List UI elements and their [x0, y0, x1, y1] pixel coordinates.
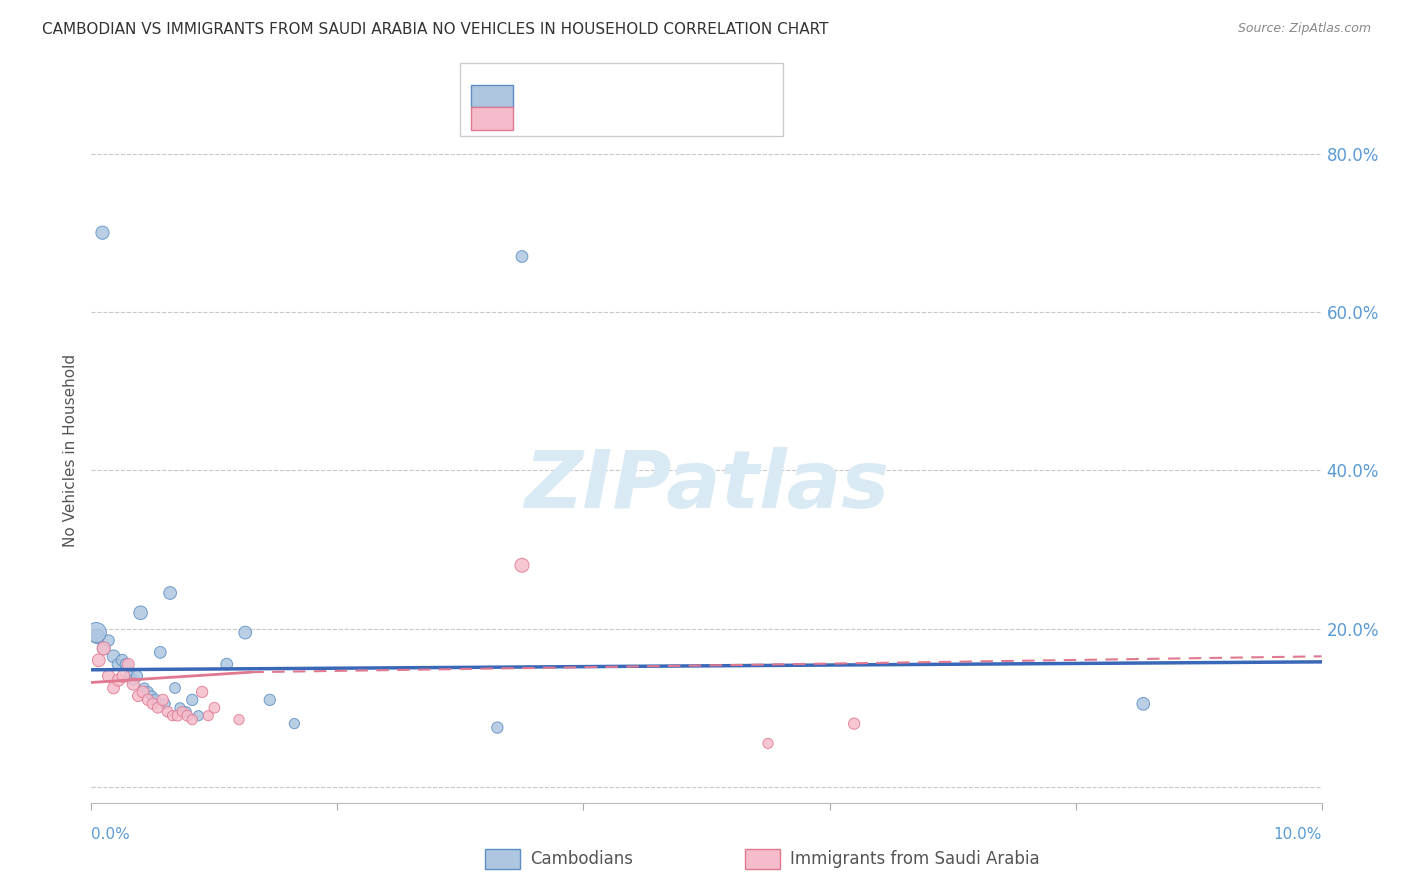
Point [163, 681, 186, 695]
Point [117, 657, 139, 672]
Text: R = 0.018   N = 31: R = 0.018 N = 31 [524, 87, 713, 105]
Point [86, 625, 108, 640]
Text: Cambodians: Cambodians [530, 850, 633, 868]
Point [142, 697, 165, 711]
Point [187, 708, 209, 723]
Point [842, 716, 865, 731]
Point [114, 657, 138, 672]
Point [510, 558, 533, 573]
Point [486, 721, 509, 735]
Point [141, 689, 163, 703]
Point [93, 641, 115, 656]
Point [87, 653, 110, 667]
Point [1132, 697, 1154, 711]
Point [91, 226, 114, 240]
Point [149, 645, 172, 659]
Point [125, 669, 148, 683]
Point [172, 705, 194, 719]
Text: Immigrants from Saudi Arabia: Immigrants from Saudi Arabia [790, 850, 1040, 868]
Point [93, 641, 115, 656]
Text: R = 0.089   N = 27: R = 0.089 N = 27 [524, 110, 713, 128]
Point [118, 669, 141, 683]
Point [233, 625, 256, 640]
Point [134, 681, 156, 695]
Point [159, 586, 181, 600]
Point [97, 633, 120, 648]
Point [145, 693, 166, 707]
Point [122, 677, 145, 691]
Point [197, 708, 219, 723]
Point [156, 705, 179, 719]
Point [152, 693, 174, 707]
Point [136, 693, 159, 707]
Y-axis label: No Vehicles in Household: No Vehicles in Household [63, 354, 79, 547]
Text: 10.0%: 10.0% [1274, 827, 1322, 842]
Point [103, 681, 125, 695]
Point [174, 705, 197, 719]
Point [136, 685, 159, 699]
Point [103, 649, 125, 664]
Point [111, 653, 134, 667]
Point [228, 713, 250, 727]
Point [129, 606, 152, 620]
Point [756, 736, 779, 750]
Point [146, 700, 169, 714]
Point [283, 716, 305, 731]
Point [97, 669, 120, 683]
Point [202, 700, 225, 714]
Text: 0.0%: 0.0% [91, 827, 131, 842]
Point [191, 685, 214, 699]
Point [176, 708, 198, 723]
Point [166, 708, 188, 723]
Point [127, 689, 149, 703]
Point [122, 673, 145, 687]
Point [215, 657, 238, 672]
Point [169, 700, 191, 714]
Point [162, 708, 184, 723]
Text: Source: ZipAtlas.com: Source: ZipAtlas.com [1237, 22, 1371, 36]
Point [105, 657, 128, 672]
Text: CAMBODIAN VS IMMIGRANTS FROM SAUDI ARABIA NO VEHICLES IN HOUSEHOLD CORRELATION C: CAMBODIAN VS IMMIGRANTS FROM SAUDI ARABI… [42, 22, 828, 37]
Point [181, 693, 204, 707]
Point [107, 673, 129, 687]
Point [112, 669, 135, 683]
Point [259, 693, 281, 707]
Point [153, 697, 177, 711]
Point [86, 630, 108, 644]
Point [181, 713, 204, 727]
Point [132, 685, 155, 699]
Text: ZIPatlas: ZIPatlas [524, 447, 889, 524]
Point [510, 250, 533, 264]
